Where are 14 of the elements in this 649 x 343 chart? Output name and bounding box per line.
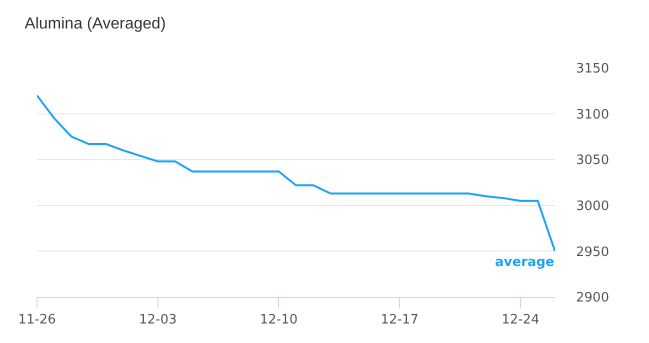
x-tick-label: 11-26 [18,312,56,328]
x-tick-label: 12-24 [502,312,540,328]
line-series [37,94,555,252]
x-tick-label: 12-10 [260,312,298,328]
y-tick-label: 3100 [576,107,610,122]
y-tick-label: 3050 [576,153,610,168]
y-tick-label: 2950 [576,244,610,260]
x-tick-label: 12-17 [380,312,418,328]
x-tick-label: 12-03 [138,312,177,328]
chart-title: Alumina (Averaged) [24,15,166,32]
y-tick-label: 3150 [576,62,610,77]
series-label: average [495,255,555,270]
y-tick-label: 2900 [576,290,610,306]
y-tick-label: 3000 [576,198,610,214]
